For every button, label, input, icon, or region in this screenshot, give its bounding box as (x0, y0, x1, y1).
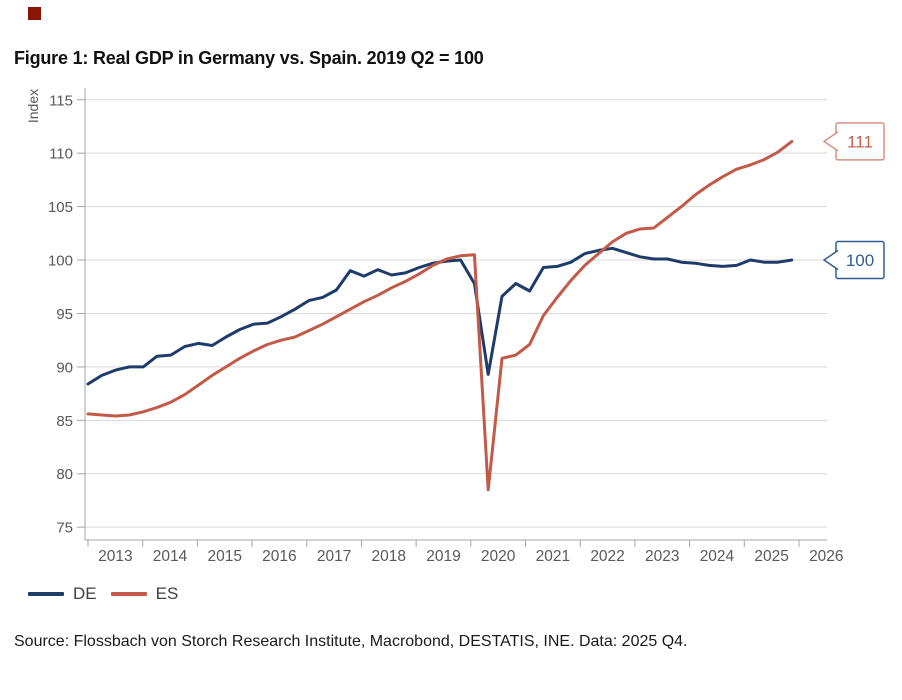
y-tick-label: 115 (49, 92, 73, 109)
chart-legend: DE ES (28, 584, 178, 604)
x-tick-label: 2026 (809, 548, 843, 565)
legend-swatch-es (110, 592, 147, 596)
chart-title: Figure 1: Real GDP in Germany vs. Spain.… (14, 48, 484, 68)
x-tick-label: 2022 (590, 548, 624, 565)
series-line-de (86, 246, 794, 386)
x-tick-label: 2021 (536, 548, 570, 565)
y-tick-label: 85 (56, 413, 73, 430)
end-callout-pointer-de (822, 249, 839, 271)
series-line-es (86, 139, 794, 492)
y-tick-label: 105 (48, 199, 73, 216)
legend-label-es: ES (155, 584, 179, 603)
end-callout-pointer-es (822, 131, 839, 152)
y-tick-label: 80 (56, 466, 73, 483)
x-tick-label: 2019 (426, 548, 460, 565)
x-tick-label: 2018 (372, 548, 406, 565)
y-axis-title: Index (25, 89, 41, 123)
legend-swatch-de (28, 592, 64, 596)
source-note: Source: Flossbach von Storch Research In… (14, 633, 688, 650)
x-tick-label: 2017 (317, 548, 351, 565)
y-tick-label: 110 (49, 146, 73, 163)
end-callout-value-de: 100 (846, 251, 874, 270)
end-callout-value-es: 111 (847, 132, 873, 151)
y-tick-label: 95 (56, 306, 73, 323)
x-tick-label: 2014 (153, 548, 188, 565)
x-tick-label: 2020 (481, 548, 516, 565)
y-tick-label: 75 (56, 520, 73, 537)
brand-logo-square (28, 7, 41, 20)
legend-item-de: DE (28, 584, 97, 604)
x-tick-label: 2015 (207, 548, 241, 565)
y-tick-label: 90 (56, 359, 73, 376)
y-tick-label: 100 (48, 253, 73, 270)
legend-label-de: DE (73, 584, 97, 603)
legend-item-es: ES (110, 584, 179, 604)
x-tick-label: 2023 (645, 548, 679, 565)
gdp-line-chart: 75 80 85 90 95 100 105 110 115 2013 2014 2015 2016 20… (25, 88, 885, 565)
x-tick-label: 2024 (700, 548, 735, 565)
x-tick-label: 2016 (262, 548, 296, 565)
x-tick-label: 2025 (754, 548, 788, 565)
x-tick-label: 2013 (98, 548, 132, 565)
